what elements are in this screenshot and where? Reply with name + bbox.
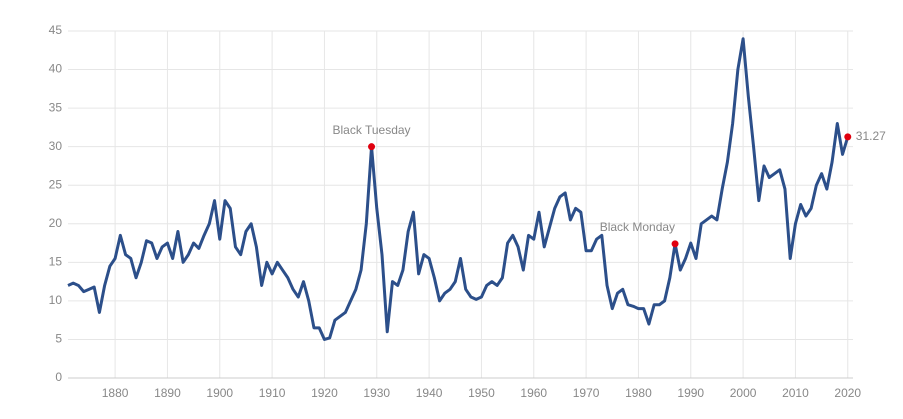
x-tick-label: 1880 (102, 386, 129, 400)
x-tick-label: 1890 (154, 386, 181, 400)
marker-point (844, 133, 852, 141)
marker-point (368, 143, 376, 151)
x-tick-label: 1980 (625, 386, 652, 400)
y-tick-label: 30 (49, 139, 63, 153)
line (67, 37, 850, 341)
annotation: Black Tuesday (333, 123, 411, 137)
x-tick-label: 1910 (259, 386, 286, 400)
x-tick-label: 2010 (782, 386, 809, 400)
x-tick-label: 1940 (416, 386, 443, 400)
y-tick-label: 25 (49, 177, 63, 191)
x-tick-label: 1990 (677, 386, 704, 400)
x-tick-label: 1900 (206, 386, 233, 400)
x-tick-label: 1930 (363, 386, 390, 400)
marker-point (671, 240, 679, 248)
y-tick-label: 0 (55, 370, 62, 384)
annotation: Black Monday (600, 220, 675, 234)
y-tick-label: 10 (49, 293, 63, 307)
end-label: 31.27 (856, 129, 886, 143)
y-tick-label: 35 (49, 100, 63, 114)
x-tick-label: 1960 (520, 386, 547, 400)
y-tick-label: 40 (49, 62, 63, 76)
x-tick-label: 2020 (834, 386, 861, 400)
x-tick-label: 1970 (573, 386, 600, 400)
x-tick-label: 2000 (730, 386, 757, 400)
x-tick-label: 1950 (468, 386, 495, 400)
y-tick-label: 15 (49, 255, 63, 269)
y-tick-label: 45 (49, 23, 63, 37)
y-tick-label: 20 (49, 216, 63, 230)
x-tick-label: 1920 (311, 386, 338, 400)
y-tick-label: 5 (55, 332, 62, 346)
